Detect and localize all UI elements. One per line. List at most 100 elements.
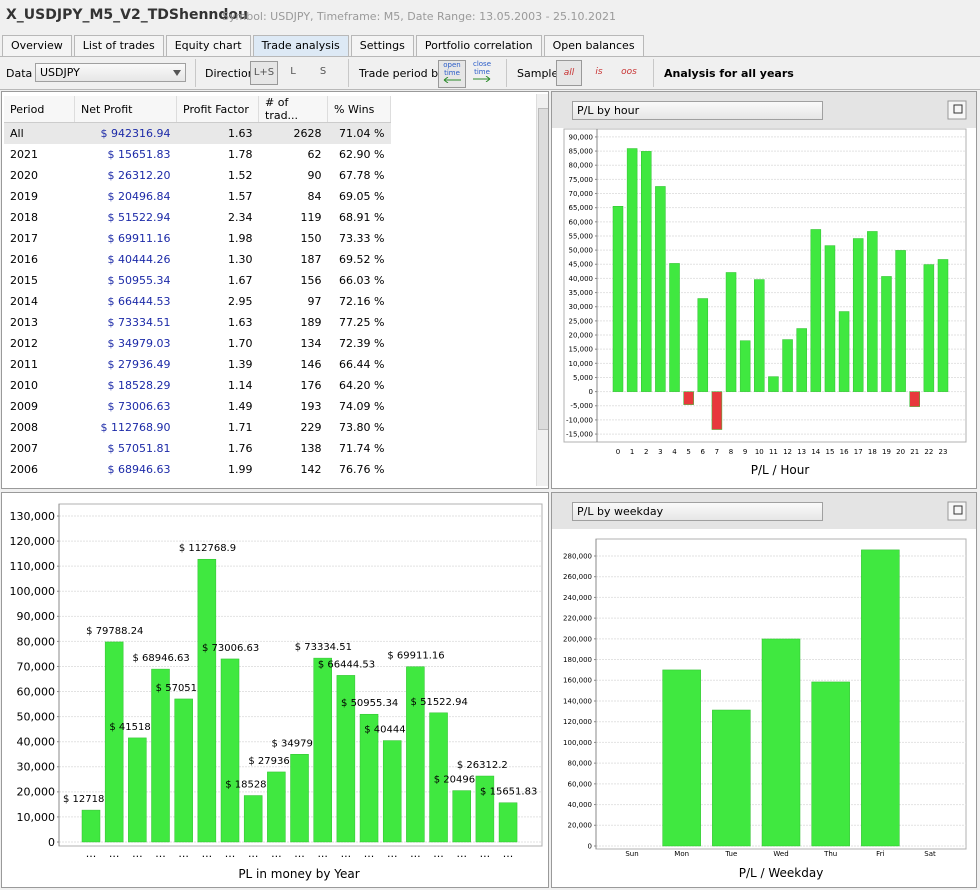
year-chart-panel: 0 10,000 20,000 30,000 40,000 50,000 60,000 70,… bbox=[1, 492, 549, 888]
x-tick-label: 7 bbox=[715, 448, 719, 456]
table-cell: 97 bbox=[307, 295, 322, 308]
y-tick-label: 110,000 bbox=[10, 560, 56, 573]
scroll-thumb[interactable] bbox=[538, 108, 548, 430]
table-cell: 229 bbox=[300, 421, 322, 434]
table-cell: 1.70 bbox=[228, 337, 253, 350]
y-tick-label: 10,000 bbox=[17, 811, 56, 824]
maximize-button[interactable] bbox=[947, 501, 967, 521]
x-tick-label: ... bbox=[364, 847, 375, 860]
sample-button[interactable]: oos bbox=[621, 67, 637, 77]
x-tick-label: 18 bbox=[868, 448, 877, 456]
y-tick-label: 15,000 bbox=[569, 346, 594, 354]
table-cell: 2010 bbox=[10, 379, 38, 392]
bar bbox=[867, 231, 878, 392]
bar bbox=[313, 657, 332, 843]
sample-button[interactable]: is bbox=[595, 67, 603, 77]
direction-button[interactable]: L+S bbox=[250, 61, 278, 85]
table-cell: $ 51522.94 bbox=[107, 211, 171, 224]
tab[interactable]: List of trades bbox=[73, 35, 164, 56]
x-tick-label: 0 bbox=[616, 448, 620, 456]
table-cell: $ 27936.49 bbox=[107, 358, 171, 371]
y-tick-label: 30,000 bbox=[17, 761, 56, 774]
tab[interactable]: Trade analysis bbox=[252, 35, 349, 56]
table-cell: $ 40444.26 bbox=[107, 253, 171, 266]
column-header: Profit Factor bbox=[176, 96, 259, 123]
tab[interactable]: Open balances bbox=[543, 35, 644, 56]
sample-button[interactable]: all bbox=[556, 60, 582, 86]
close-time-button[interactable]: close time bbox=[469, 60, 495, 86]
bar bbox=[754, 279, 765, 392]
sample-label: Sample bbox=[517, 67, 559, 80]
table-cell: 131 bbox=[259, 480, 328, 486]
chart-select[interactable]: P/L by weekday bbox=[572, 502, 823, 521]
x-tick-label: 2 bbox=[644, 448, 648, 456]
analysis-label: Analysis for all years bbox=[664, 67, 794, 80]
bar bbox=[128, 737, 147, 843]
table-cell: 66.03 % bbox=[339, 274, 385, 287]
x-tick-label: Sat bbox=[924, 850, 936, 858]
tab[interactable]: Equity chart bbox=[165, 35, 251, 56]
y-tick-label: -5,000 bbox=[570, 402, 593, 410]
value-label: $ 40444. bbox=[364, 725, 409, 736]
direction-button[interactable]: S bbox=[319, 66, 327, 77]
column-header: Net Profit bbox=[74, 96, 177, 123]
scrollbar[interactable] bbox=[536, 94, 548, 486]
table-row: 2018 $ 51522.94 2.34 119 68.91 % bbox=[4, 207, 391, 228]
direction-button[interactable]: L bbox=[290, 66, 296, 77]
y-tick-label: 40,000 bbox=[17, 736, 56, 749]
table-cell: $ 942316.94 bbox=[74, 122, 177, 144]
bar bbox=[739, 340, 751, 392]
separator bbox=[348, 59, 349, 87]
y-tick-label: 85,000 bbox=[569, 148, 594, 156]
table-cell: 74.09 % bbox=[339, 400, 385, 413]
dropdown-arrow bbox=[173, 70, 181, 76]
table-cell: 1.63 bbox=[228, 316, 253, 329]
x-tick-label: Thu bbox=[823, 850, 837, 858]
table-cell: 2016 bbox=[10, 253, 38, 266]
table-cell: 134 bbox=[300, 337, 322, 350]
open-time-button[interactable]: open time bbox=[438, 60, 466, 88]
value-label: $ 69911.16 bbox=[387, 651, 444, 662]
x-tick-label: ... bbox=[225, 847, 236, 860]
icon-label: close time bbox=[472, 60, 492, 76]
tab[interactable]: Settings bbox=[350, 35, 414, 56]
x-tick-label: ... bbox=[317, 847, 328, 860]
symbol-select[interactable]: USDJPY bbox=[35, 63, 186, 82]
bar bbox=[655, 186, 666, 392]
x-tick-label: 9 bbox=[743, 448, 747, 456]
bar bbox=[429, 712, 448, 843]
column-header: % Wins bbox=[327, 96, 391, 123]
table-cell: $ 20496.84 bbox=[107, 190, 171, 203]
table-cell: 68.91 % bbox=[339, 211, 385, 224]
maximize-button[interactable] bbox=[947, 100, 967, 120]
x-tick-label: ... bbox=[433, 847, 444, 860]
table-cell: 2.34 bbox=[228, 211, 253, 224]
value-label: $ 41518 bbox=[109, 722, 150, 733]
bar bbox=[81, 809, 101, 843]
y-tick-label: 140,000 bbox=[563, 697, 592, 705]
bar bbox=[811, 681, 850, 847]
value-label: $ 12718. bbox=[63, 794, 108, 805]
separator bbox=[653, 59, 654, 87]
tab[interactable]: Overview bbox=[2, 35, 72, 56]
table-cell: All bbox=[4, 122, 75, 144]
y-tick-label: 65,000 bbox=[569, 204, 594, 212]
y-tick-label: 280,000 bbox=[563, 552, 592, 560]
table-row: 2007 $ 57051.81 1.76 138 71.74 % bbox=[4, 438, 391, 459]
table-cell: 2.95 bbox=[228, 295, 253, 308]
arrow-icon bbox=[443, 76, 461, 84]
table-cell: $ 69911.16 bbox=[107, 232, 171, 245]
y-tick-label: 60,000 bbox=[17, 685, 56, 698]
table-cell: 2019 bbox=[10, 190, 38, 203]
table-cell: 1.98 bbox=[228, 232, 253, 245]
table-cell: 1.78 bbox=[228, 148, 253, 161]
bar bbox=[104, 641, 124, 843]
chart-select[interactable]: P/L by hour bbox=[572, 101, 823, 120]
x-tick-label: 22 bbox=[924, 448, 933, 456]
tab[interactable]: Portfolio correlation bbox=[415, 35, 542, 56]
bar bbox=[810, 229, 822, 392]
table-cell: 193 bbox=[300, 400, 322, 413]
x-tick-label: Tue bbox=[724, 850, 737, 858]
value-label: $ 15651.83 bbox=[480, 787, 537, 798]
trade-period-label: Trade period by bbox=[359, 67, 445, 80]
